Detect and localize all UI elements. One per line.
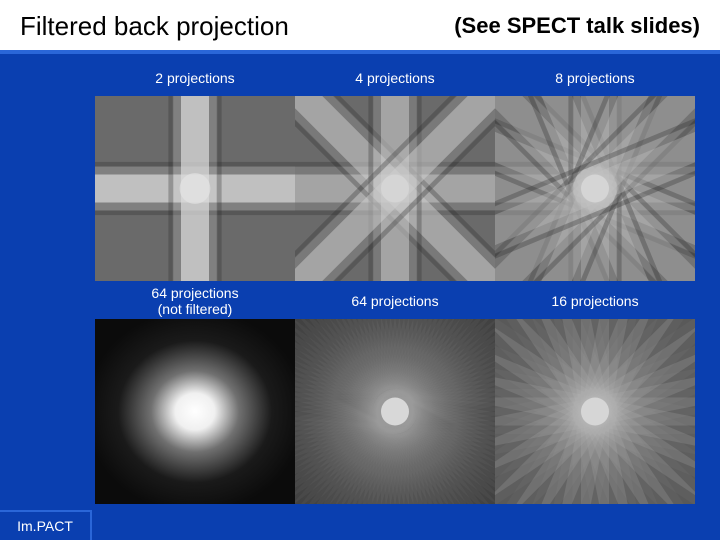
see-reference: (See SPECT talk slides) <box>454 13 700 39</box>
panel-image <box>495 319 695 504</box>
panel-image <box>295 319 495 504</box>
panel-16proj: 16 projections <box>495 285 695 504</box>
panel-label: 16 projections <box>495 285 695 317</box>
panel-label: 64 projections (not filtered) <box>95 285 295 317</box>
panel-label: 2 projections <box>95 62 295 94</box>
panel-image <box>95 96 295 281</box>
panel-label: 8 projections <box>495 62 695 94</box>
panel-8proj: 8 projections <box>495 62 695 281</box>
slide: Filtered back projection (See SPECT talk… <box>0 0 720 540</box>
panel-image <box>295 96 495 281</box>
panel-64proj-unfiltered: 64 projections (not filtered) <box>95 285 295 504</box>
panel-image <box>95 319 295 504</box>
title-bar: Filtered back projection (See SPECT talk… <box>0 0 720 52</box>
panel-2proj: 2 projections <box>95 62 295 281</box>
projection-grid: 2 projections 4 projections 8 projection… <box>95 62 695 504</box>
panel-64proj: 64 projections <box>295 285 495 504</box>
panel-label: 64 projections <box>295 285 495 317</box>
title-rule <box>0 50 720 54</box>
slide-title: Filtered back projection <box>20 11 289 42</box>
panel-label: 4 projections <box>295 62 495 94</box>
panel-4proj: 4 projections <box>295 62 495 281</box>
footer-logo: Im.PACT <box>0 510 92 540</box>
panel-image <box>495 96 695 281</box>
